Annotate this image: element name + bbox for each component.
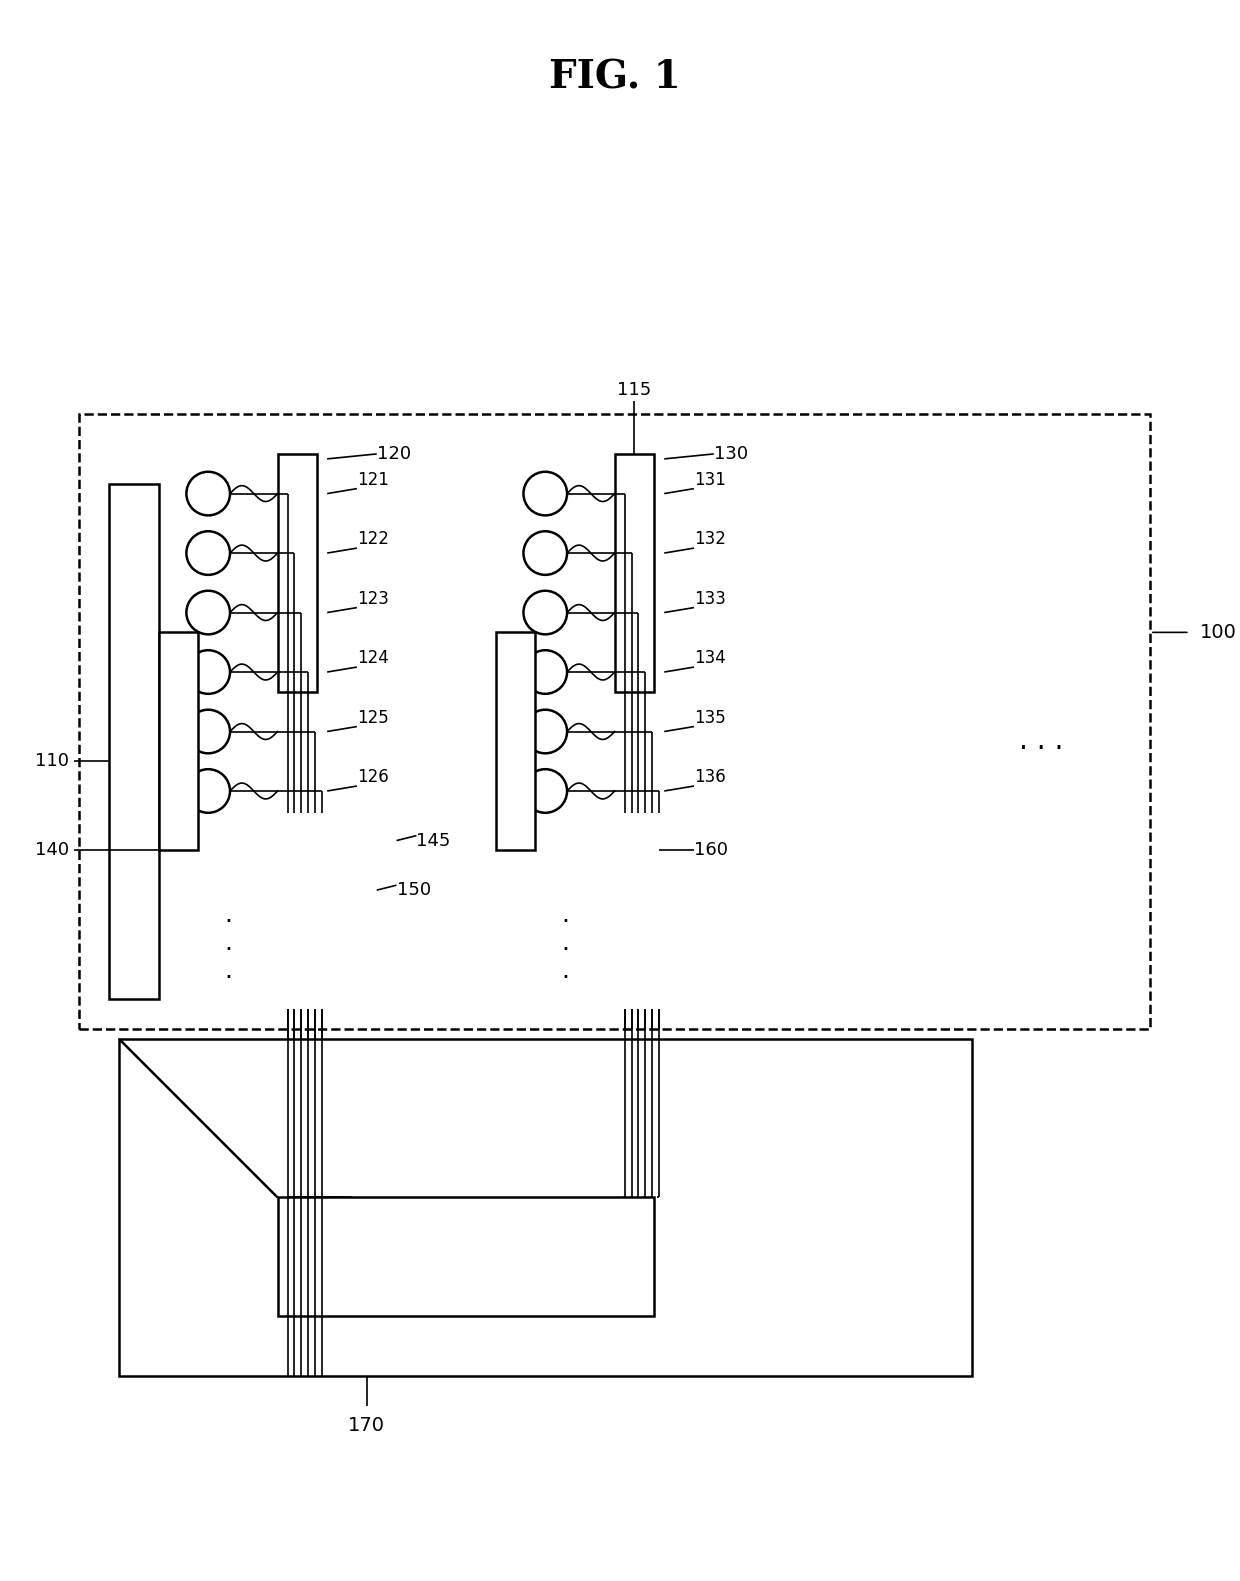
Text: FIG. 1: FIG. 1 [549,58,681,96]
Bar [109,484,159,999]
Text: 120: 120 [377,444,410,463]
Text: 133: 133 [694,590,725,607]
Text: 123: 123 [357,590,389,607]
Text: 122: 122 [357,530,389,549]
Text: 121: 121 [357,471,389,489]
Text: ·
·
·: · · · [224,911,232,990]
Text: 125: 125 [357,708,388,727]
Bar [159,632,198,851]
Bar [496,632,536,851]
Text: 126: 126 [357,768,388,786]
Text: 140: 140 [35,841,69,860]
Text: 170: 170 [348,1417,386,1436]
Text: 130: 130 [714,444,748,463]
Text: 132: 132 [694,530,725,549]
Text: 150: 150 [397,881,430,900]
Text: 100: 100 [1199,623,1236,642]
Bar [278,1197,655,1317]
Text: 135: 135 [694,708,725,727]
Text: 136: 136 [694,768,725,786]
Text: 131: 131 [694,471,725,489]
Text: 160: 160 [694,841,728,860]
Text: 124: 124 [357,650,388,667]
Text: 115: 115 [618,381,651,400]
Bar [278,454,317,692]
Text: 134: 134 [694,650,725,667]
Text: . . .: . . . [1019,727,1063,756]
Bar [615,454,655,692]
Bar [119,1039,972,1375]
Text: ·
·
·: · · · [560,911,569,990]
Text: 145: 145 [417,832,451,849]
Text: 110: 110 [36,753,69,770]
Bar [79,414,1149,1029]
